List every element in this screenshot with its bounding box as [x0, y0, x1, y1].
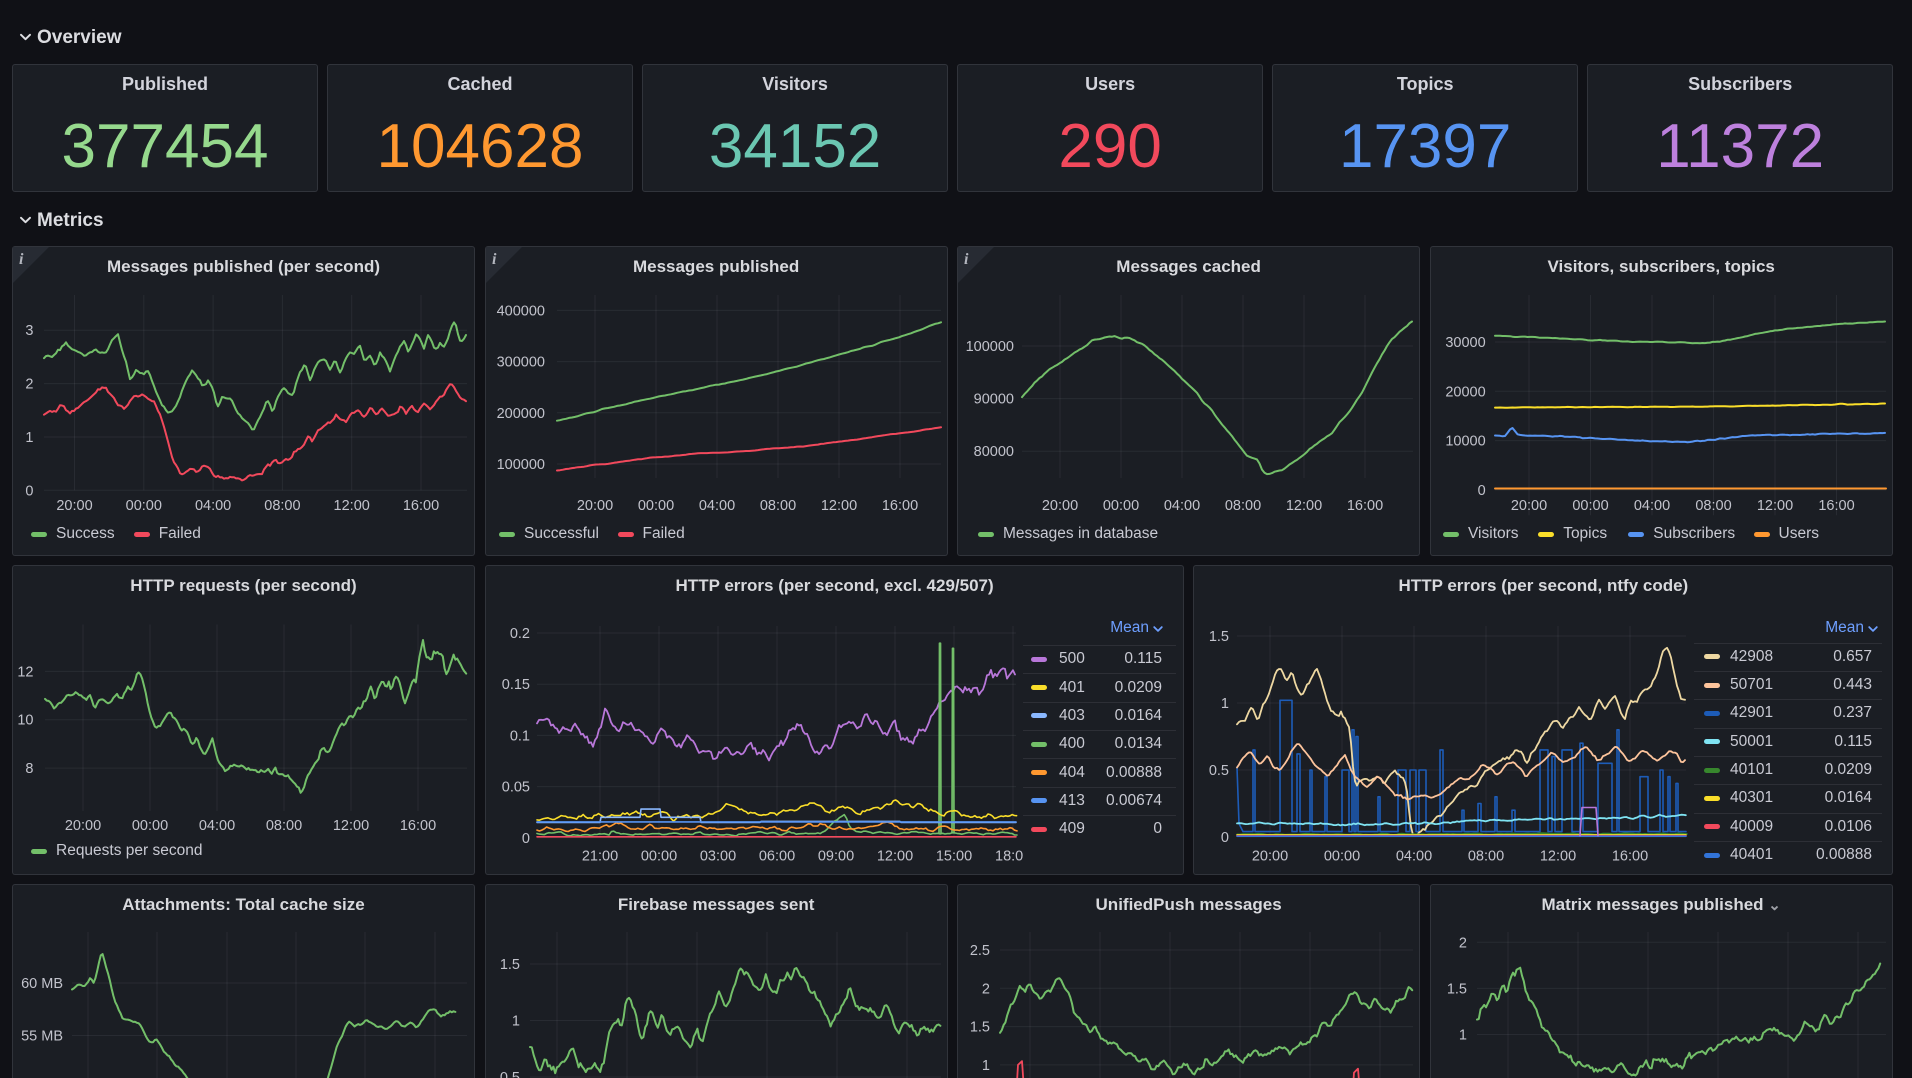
svg-text:90000: 90000 — [974, 392, 1014, 408]
svg-text:00:00: 00:00 — [132, 818, 168, 834]
svg-text:2: 2 — [982, 981, 990, 997]
svg-text:1: 1 — [512, 1014, 520, 1030]
svg-text:0: 0 — [25, 483, 33, 499]
svg-text:08:00: 08:00 — [1468, 849, 1504, 865]
svg-text:2: 2 — [25, 377, 33, 393]
svg-text:16:00: 16:00 — [1818, 498, 1854, 514]
svg-text:21:00: 21:00 — [582, 849, 618, 865]
svg-text:12:00: 12:00 — [877, 849, 913, 865]
svg-text:20000: 20000 — [1445, 384, 1485, 400]
svg-text:00:00: 00:00 — [1572, 498, 1608, 514]
svg-text:0.1: 0.1 — [510, 728, 530, 744]
svg-text:1: 1 — [982, 1058, 990, 1074]
svg-text:06:00: 06:00 — [759, 849, 795, 865]
svg-text:16:00: 16:00 — [882, 498, 918, 514]
svg-text:0.15: 0.15 — [502, 677, 530, 693]
svg-text:00:00: 00:00 — [1324, 849, 1360, 865]
svg-text:300000: 300000 — [497, 355, 545, 371]
svg-text:100000: 100000 — [966, 339, 1014, 355]
svg-text:00:00: 00:00 — [1103, 498, 1139, 514]
svg-text:30000: 30000 — [1445, 335, 1485, 351]
svg-text:20:00: 20:00 — [1252, 849, 1288, 865]
svg-text:09:00: 09:00 — [818, 849, 854, 865]
svg-text:04:00: 04:00 — [1164, 498, 1200, 514]
svg-text:08:00: 08:00 — [264, 498, 300, 514]
svg-text:15:00: 15:00 — [936, 849, 972, 865]
svg-text:60 MB: 60 MB — [21, 976, 63, 992]
svg-text:20:00: 20:00 — [1042, 498, 1078, 514]
svg-text:1: 1 — [25, 430, 33, 446]
svg-text:400000: 400000 — [497, 303, 545, 319]
svg-text:08:00: 08:00 — [1225, 498, 1261, 514]
svg-text:1.5: 1.5 — [1447, 981, 1467, 997]
svg-text:0.5: 0.5 — [500, 1070, 520, 1078]
svg-text:16:00: 16:00 — [403, 498, 439, 514]
svg-text:0.05: 0.05 — [502, 780, 530, 796]
svg-text:0.5: 0.5 — [1209, 763, 1229, 779]
svg-text:10: 10 — [17, 713, 33, 729]
svg-text:20:00: 20:00 — [1511, 498, 1547, 514]
svg-text:08:00: 08:00 — [1695, 498, 1731, 514]
svg-text:16:00: 16:00 — [1347, 498, 1383, 514]
svg-text:18:0: 18:0 — [995, 849, 1023, 865]
svg-text:3: 3 — [25, 323, 33, 339]
svg-text:2.5: 2.5 — [970, 943, 990, 959]
svg-text:1.5: 1.5 — [970, 1020, 990, 1036]
svg-text:0: 0 — [1478, 483, 1486, 499]
svg-text:16:00: 16:00 — [400, 818, 436, 834]
svg-text:00:00: 00:00 — [638, 498, 674, 514]
svg-text:0.2: 0.2 — [510, 626, 530, 642]
svg-text:1.5: 1.5 — [500, 957, 520, 973]
svg-text:1: 1 — [1221, 696, 1229, 712]
svg-text:04:00: 04:00 — [699, 498, 735, 514]
svg-text:200000: 200000 — [497, 406, 545, 422]
svg-text:04:00: 04:00 — [1634, 498, 1670, 514]
svg-text:12:00: 12:00 — [821, 498, 857, 514]
svg-text:0: 0 — [1221, 830, 1229, 846]
svg-text:12:00: 12:00 — [1540, 849, 1576, 865]
svg-text:12:00: 12:00 — [333, 818, 369, 834]
svg-text:2: 2 — [1459, 935, 1467, 951]
svg-text:10000: 10000 — [1445, 434, 1485, 450]
svg-text:00:00: 00:00 — [126, 498, 162, 514]
svg-text:12:00: 12:00 — [1286, 498, 1322, 514]
svg-text:08:00: 08:00 — [760, 498, 796, 514]
svg-text:1: 1 — [1459, 1028, 1467, 1044]
svg-text:04:00: 04:00 — [199, 818, 235, 834]
svg-text:100000: 100000 — [497, 457, 545, 473]
svg-text:20:00: 20:00 — [577, 498, 613, 514]
svg-text:00:00: 00:00 — [641, 849, 677, 865]
svg-text:12:00: 12:00 — [1757, 498, 1793, 514]
svg-text:16:00: 16:00 — [1612, 849, 1648, 865]
svg-text:80000: 80000 — [974, 444, 1014, 460]
svg-text:1.5: 1.5 — [1209, 629, 1229, 645]
svg-text:20:00: 20:00 — [65, 818, 101, 834]
svg-text:04:00: 04:00 — [195, 498, 231, 514]
svg-text:55 MB: 55 MB — [21, 1029, 63, 1045]
svg-text:04:00: 04:00 — [1396, 849, 1432, 865]
svg-text:20:00: 20:00 — [56, 498, 92, 514]
svg-text:03:00: 03:00 — [700, 849, 736, 865]
svg-text:08:00: 08:00 — [266, 818, 302, 834]
svg-text:12:00: 12:00 — [334, 498, 370, 514]
svg-text:12: 12 — [17, 664, 33, 680]
svg-text:0: 0 — [522, 831, 530, 847]
svg-text:8: 8 — [25, 761, 33, 777]
